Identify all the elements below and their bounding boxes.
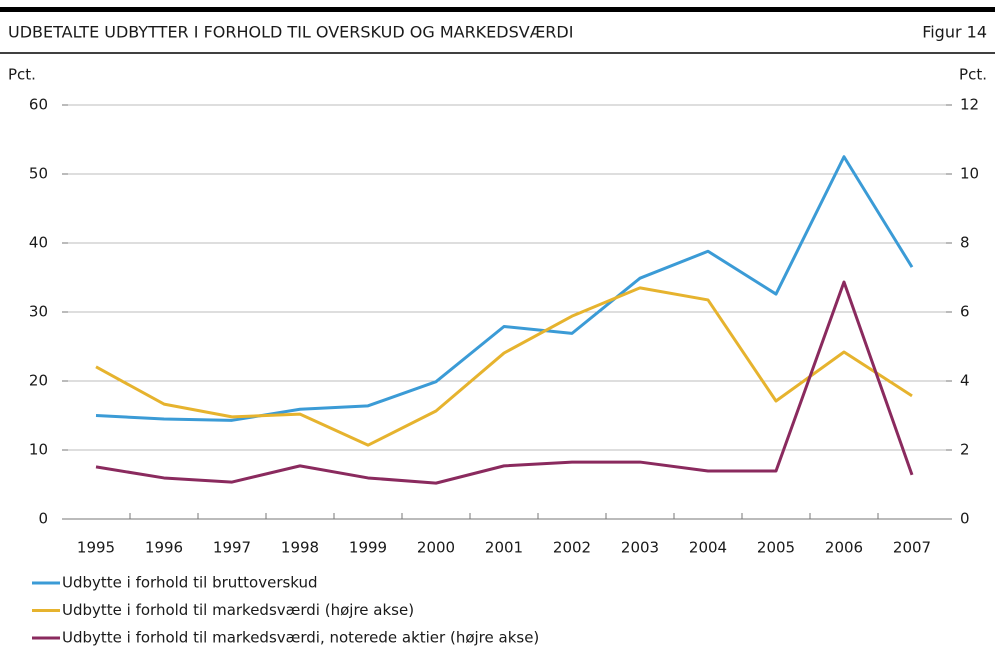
y-tick-label: 60 [29,96,48,114]
y-tick-label: 20 [29,372,48,390]
legend-label: Udbytte i forhold til markedsværdi (højr… [62,601,414,619]
x-tick-label: 2000 [417,539,455,557]
x-tick-label: 1999 [349,539,387,557]
y2-tick-label: 10 [960,165,979,183]
x-tick-label: 2006 [825,539,863,557]
x-tick-label: 2003 [621,539,659,557]
x-tick-label: 2005 [757,539,795,557]
x-tick-label: 1995 [77,539,115,557]
y2-tick-label: 6 [960,303,970,321]
series-line [95,286,913,447]
y2-tick-label: 2 [960,441,970,459]
y2-tick-label: 12 [960,96,979,114]
x-tick-label: 1998 [281,539,319,557]
figure-label: Figur 14 [922,23,987,42]
legend-label: Udbytte i forhold til markedsværdi, note… [62,629,539,647]
y2-tick-label: 4 [960,372,970,390]
x-tick-label: 2002 [553,539,591,557]
x-tick-label: 2007 [893,539,931,557]
x-tick-label: 1996 [145,539,183,557]
y2-tick-label: 8 [960,234,970,252]
top-rule [0,7,995,12]
x-tick-label: 2004 [689,539,727,557]
y-axis-label: Pct. [8,66,36,84]
y-tick-label: 50 [29,165,48,183]
y2-axis-label: Pct. [959,66,987,84]
series-line [95,280,914,485]
legend-label: Udbytte i forhold til bruttoverskud [62,574,318,592]
y-tick-label: 40 [29,234,48,252]
y-tick-label: 10 [29,441,48,459]
y-tick-label: 0 [38,510,48,528]
y-tick-label: 30 [29,303,48,321]
y2-tick-label: 0 [960,510,970,528]
x-tick-label: 1997 [213,539,251,557]
chart-title: UDBETALTE UDBYTTER I FORHOLD TIL OVERSKU… [8,23,573,42]
series-line [95,155,914,422]
x-tick-label: 2001 [485,539,523,557]
